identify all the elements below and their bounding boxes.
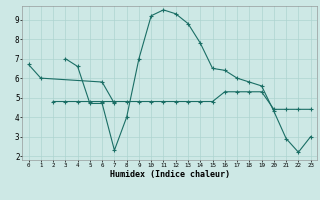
- X-axis label: Humidex (Indice chaleur): Humidex (Indice chaleur): [110, 170, 230, 179]
